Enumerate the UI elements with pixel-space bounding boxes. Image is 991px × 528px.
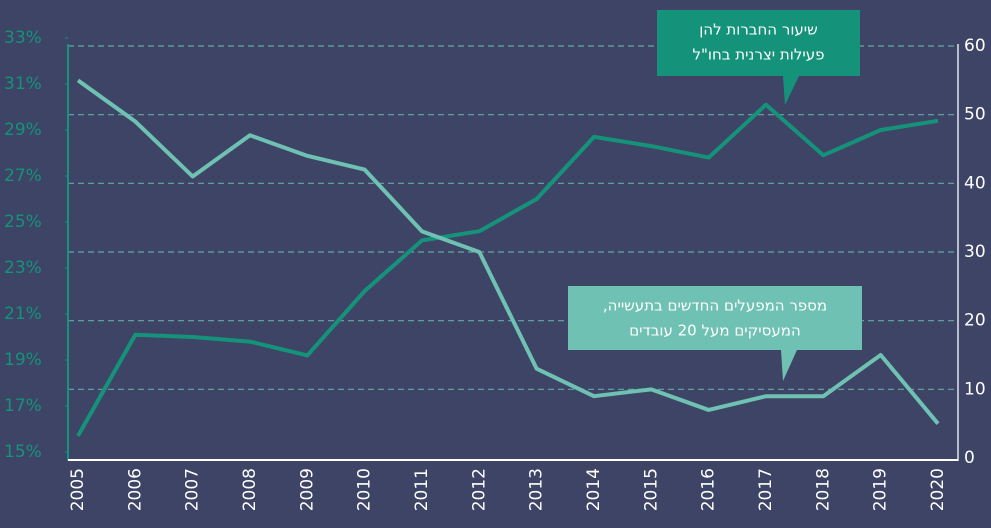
y-tick-label: 15% — [4, 442, 42, 462]
x-tick-label: 2012 — [469, 468, 489, 511]
y2-tick-label: 10 — [964, 379, 986, 399]
x-tick-label: 2010 — [355, 468, 375, 511]
y-tick-label: 29% — [4, 120, 42, 140]
x-tick-label: 2011 — [412, 468, 432, 511]
annotation-text: פעילות יצרנית בחו"ל — [692, 46, 824, 64]
y2-tick-label: 30 — [964, 242, 986, 262]
x-tick-label: 2016 — [699, 468, 719, 511]
line-series — [76, 78, 940, 425]
x-tick-label: 2008 — [240, 468, 260, 511]
x-tick-label: 2007 — [183, 468, 203, 511]
x-tick-label: 2013 — [527, 468, 547, 511]
annotation-box — [568, 286, 862, 350]
annotation-pointer — [781, 350, 797, 381]
x-tick-label: 2015 — [641, 468, 661, 511]
y-tick-label: 31% — [4, 74, 42, 94]
y-tick-label: 17% — [4, 396, 42, 416]
x-tick-label: 2018 — [813, 468, 833, 511]
x-tick-label: 2017 — [756, 468, 776, 511]
y2-tick-label: 50 — [964, 105, 986, 125]
annotation-box — [657, 10, 860, 76]
y-tick-label: 19% — [4, 350, 42, 370]
y-tick-label: 25% — [4, 212, 42, 232]
x-tick-label: 2020 — [928, 468, 948, 511]
annotation-text: שיעור החברות להן — [699, 21, 818, 39]
x-tick-label: 2006 — [125, 468, 145, 511]
x-tick-label: 2019 — [871, 468, 891, 511]
annotation-text: מספר המפעלים החדשים בתעשייה, — [603, 297, 827, 315]
y2-tick-label: 20 — [964, 311, 986, 331]
annotation-text: המעסיקים מעל 20 עובדים — [629, 322, 801, 340]
x-tick-label: 2014 — [584, 468, 604, 511]
y-tick-label: 27% — [4, 166, 42, 186]
y2-tick-label: 60 — [964, 36, 986, 56]
y2-tick-label: 0 — [964, 448, 975, 468]
annotation-pointer — [783, 76, 799, 105]
y-tick-label: 21% — [4, 304, 42, 324]
y2-tick-label: 40 — [964, 173, 986, 193]
x-tick-label: 2005 — [68, 468, 88, 511]
x-tick-label: 2009 — [297, 468, 317, 511]
y-tick-label: 23% — [4, 258, 42, 278]
y-tick-label: 33% — [4, 28, 42, 48]
line-series — [76, 102, 939, 437]
